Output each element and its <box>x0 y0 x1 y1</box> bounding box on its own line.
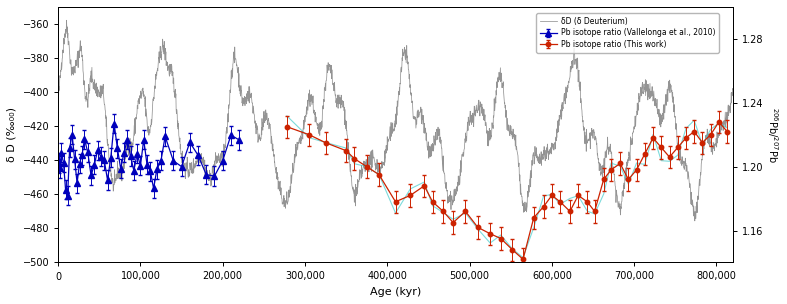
δD (δ Deuterium) <box>630 125 640 128</box>
δD (δ Deuterium) <box>68 72 77 75</box>
δD (δ Deuterium) <box>728 87 737 91</box>
Y-axis label: $^{206}$Pb/$^{207}$Pb: $^{206}$Pb/$^{207}$Pb <box>765 107 780 163</box>
δD (δ Deuterium) <box>430 138 439 142</box>
Y-axis label: δ D (‰₀₀): δ D (‰₀₀) <box>7 107 17 162</box>
δD (δ Deuterium) <box>62 19 72 22</box>
Line: δD (δ Deuterium): δD (δ Deuterium) <box>58 20 733 221</box>
δD (δ Deuterium) <box>690 219 700 223</box>
δD (δ Deuterium) <box>54 100 63 104</box>
δD (δ Deuterium) <box>656 125 666 129</box>
δD (δ Deuterium) <box>316 126 325 130</box>
X-axis label: Age (kyr): Age (kyr) <box>370 287 421 297</box>
δD (δ Deuterium) <box>603 145 612 148</box>
Legend: δD (δ Deuterium), Pb isotope ratio (Vallelonga et al., 2010), Pb isotope ratio (: δD (δ Deuterium), Pb isotope ratio (Vall… <box>536 13 719 53</box>
